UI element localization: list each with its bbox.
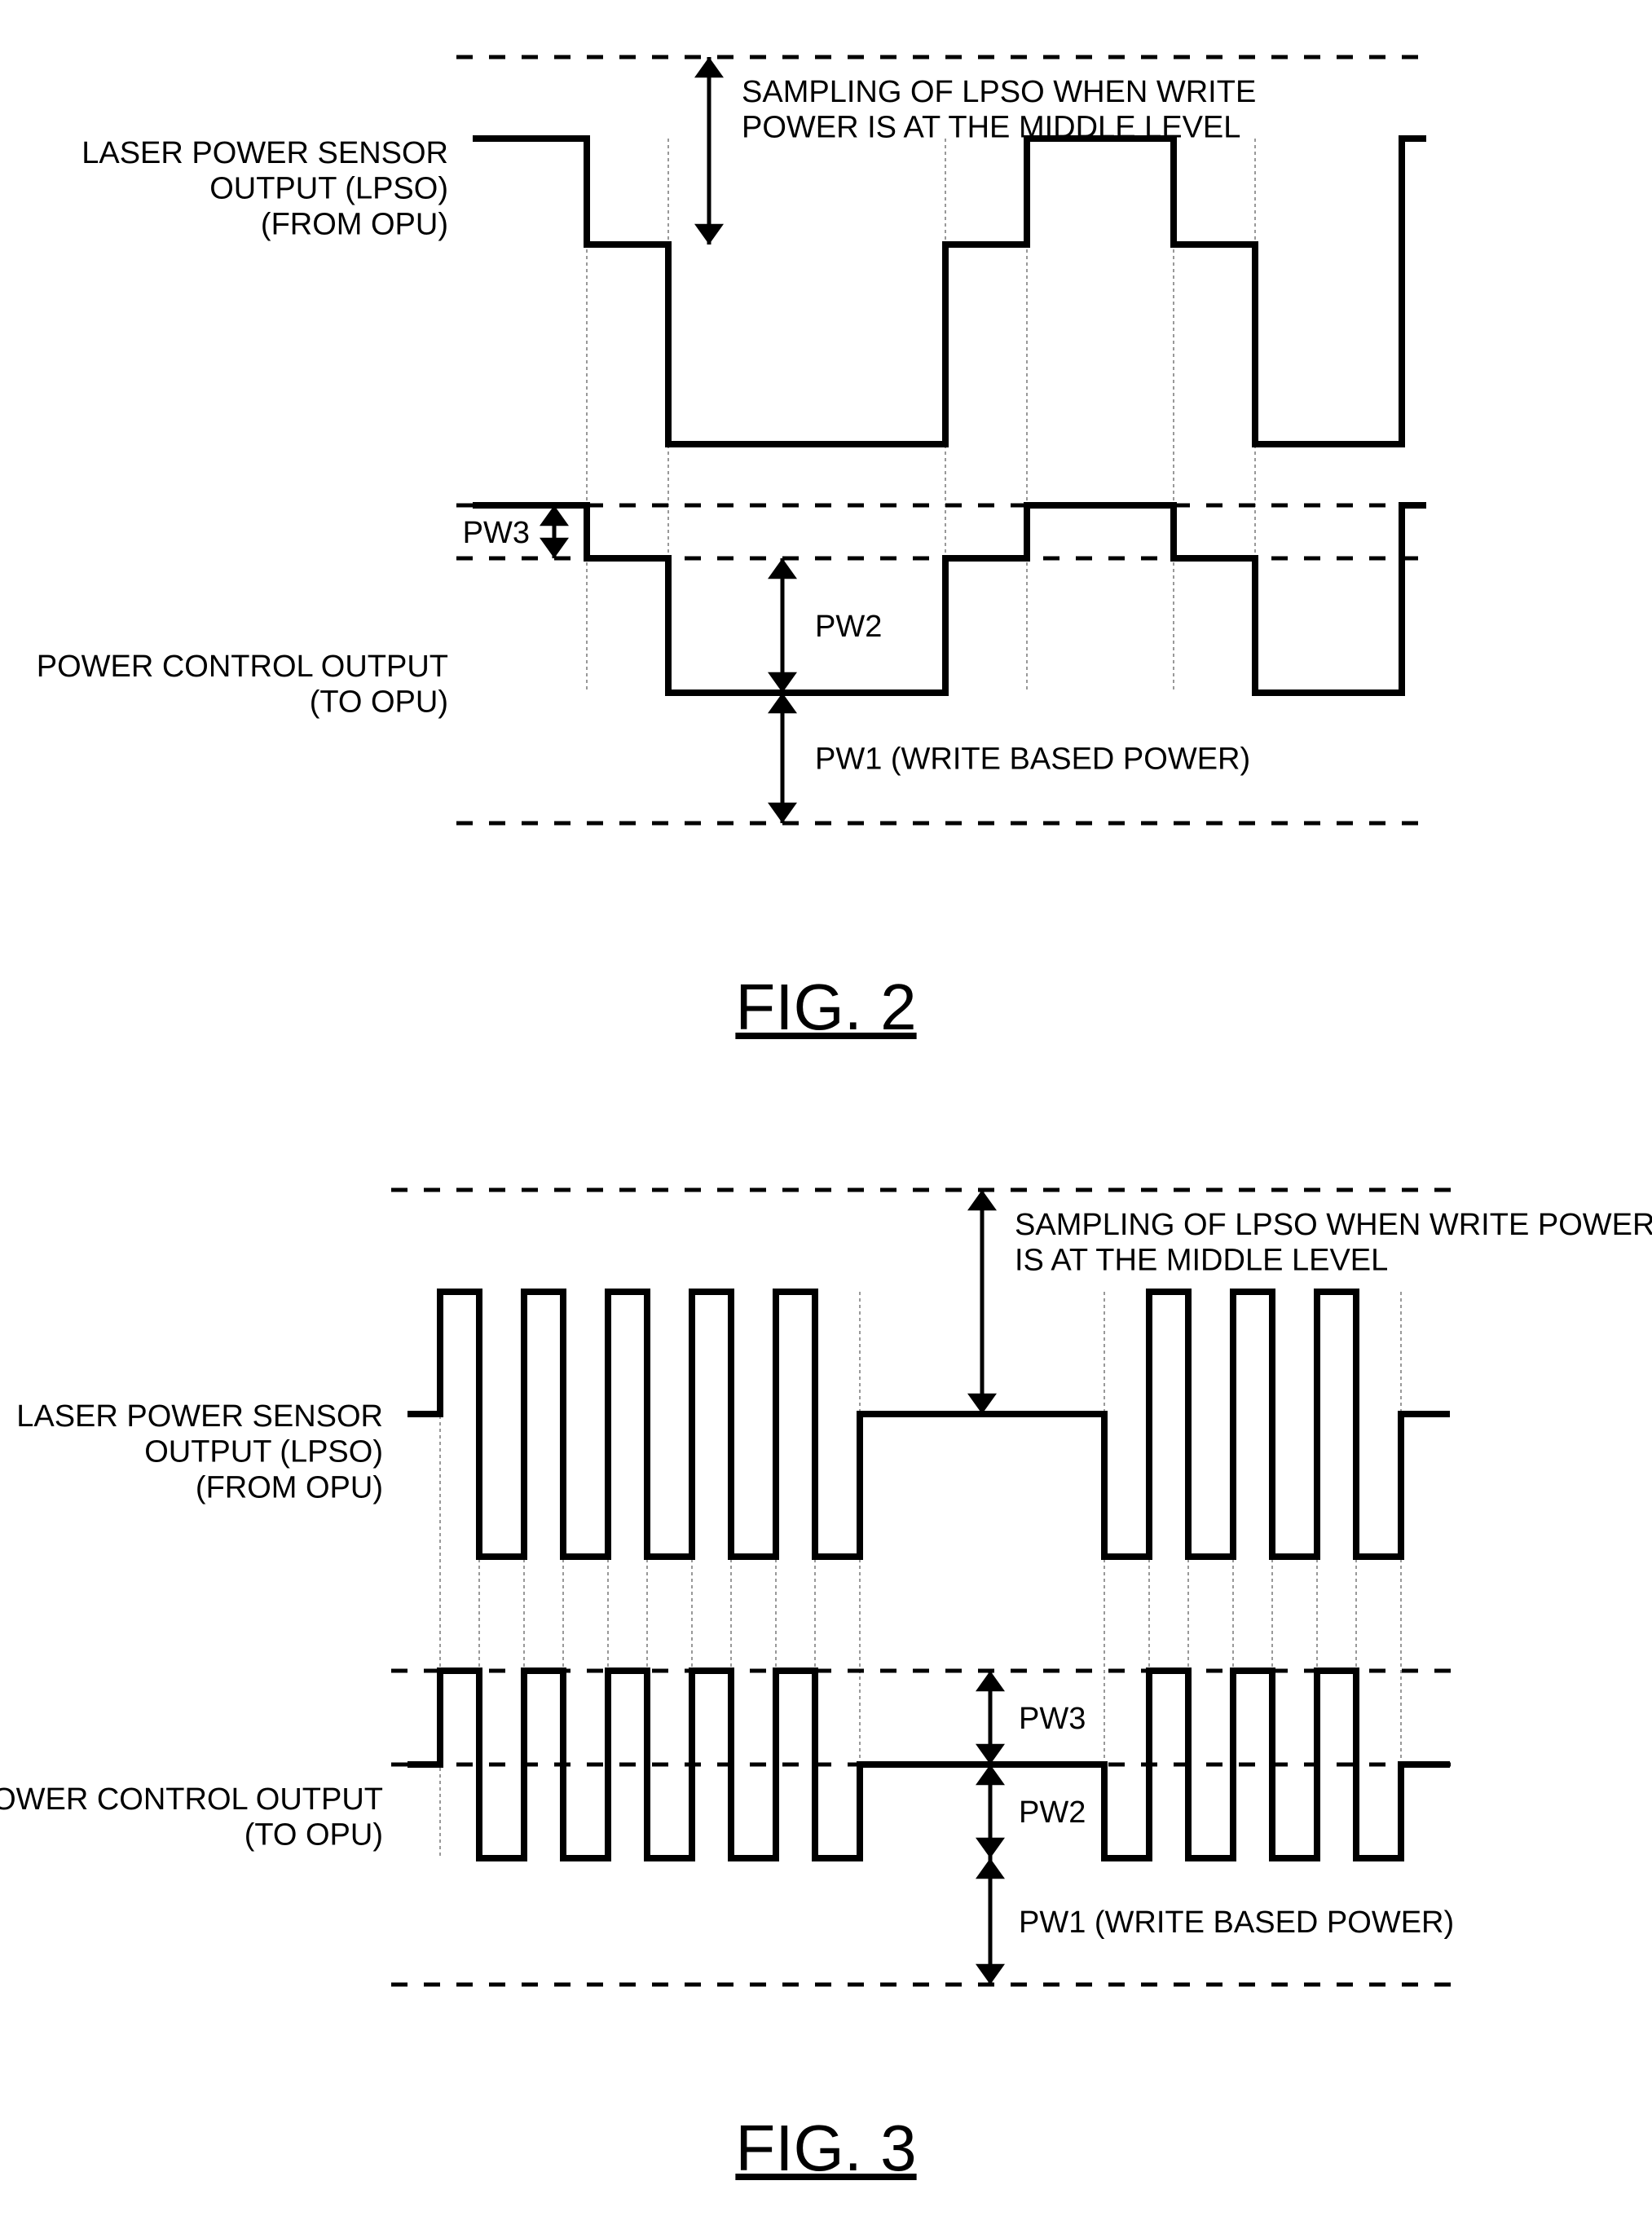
- svg-text:SAMPLING OF LPSO WHEN WRITE: SAMPLING OF LPSO WHEN WRITE: [742, 75, 1256, 109]
- svg-text:LASER POWER SENSOR: LASER POWER SENSOR: [81, 136, 448, 170]
- fig2-diagram: SAMPLING OF LPSO WHEN WRITEPOWER IS AT T…: [0, 0, 1652, 978]
- svg-text:(FROM OPU): (FROM OPU): [261, 207, 448, 241]
- fig3-caption: FIG. 3: [0, 2111, 1652, 2186]
- svg-text:(TO OPU): (TO OPU): [310, 685, 448, 720]
- svg-text:PW2: PW2: [1019, 1795, 1086, 1830]
- svg-text:OUTPUT (LPSO): OUTPUT (LPSO): [144, 1435, 383, 1469]
- svg-text:IS AT THE MIDDLE LEVEL: IS AT THE MIDDLE LEVEL: [1015, 1244, 1388, 1278]
- svg-text:PW2: PW2: [815, 610, 882, 644]
- svg-text:POWER CONTROL OUTPUT: POWER CONTROL OUTPUT: [0, 1782, 383, 1817]
- svg-text:POWER CONTROL OUTPUT: POWER CONTROL OUTPUT: [37, 650, 448, 684]
- svg-text:PW3: PW3: [463, 516, 530, 550]
- svg-text:(TO OPU): (TO OPU): [244, 1818, 383, 1853]
- svg-text:(FROM OPU): (FROM OPU): [196, 1470, 383, 1505]
- svg-text:PW1 (WRITE BASED POWER): PW1 (WRITE BASED POWER): [815, 742, 1250, 776]
- fig3-caption-text: FIG. 3: [735, 2112, 916, 2184]
- fig2-caption: FIG. 2: [0, 970, 1652, 1045]
- fig3-diagram: SAMPLING OF LPSO WHEN WRITE POWERIS AT T…: [0, 1133, 1652, 2111]
- fig2-caption-text: FIG. 2: [735, 971, 916, 1043]
- svg-text:SAMPLING OF LPSO WHEN WRITE PO: SAMPLING OF LPSO WHEN WRITE POWER: [1015, 1208, 1652, 1242]
- svg-text:LASER POWER SENSOR: LASER POWER SENSOR: [16, 1399, 383, 1434]
- svg-text:PW3: PW3: [1019, 1702, 1086, 1736]
- svg-text:OUTPUT (LPSO): OUTPUT (LPSO): [209, 172, 448, 206]
- svg-text:POWER IS AT THE MIDDLE LEVEL: POWER IS AT THE MIDDLE LEVEL: [742, 111, 1240, 145]
- svg-text:PW1 (WRITE BASED POWER): PW1 (WRITE BASED POWER): [1019, 1905, 1454, 1940]
